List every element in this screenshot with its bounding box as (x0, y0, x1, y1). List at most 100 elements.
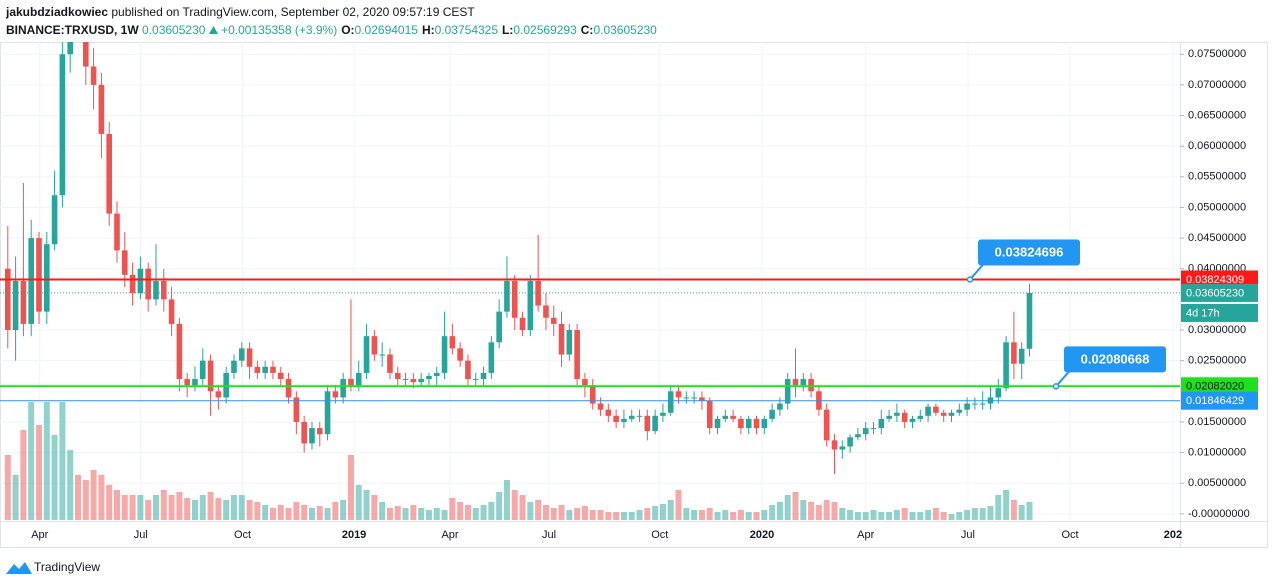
volume-bar (4, 455, 11, 520)
ohlc-label: H: (421, 23, 435, 37)
volume-bar (176, 492, 183, 520)
candle-body (745, 418, 752, 429)
candle-body (886, 415, 892, 419)
volume-bar (503, 480, 510, 520)
volume-bar (347, 455, 354, 520)
volume-bar (418, 508, 425, 520)
volume-bar (636, 510, 643, 520)
volume-bar (254, 502, 261, 520)
candle-body (964, 403, 970, 410)
volume-bar (223, 500, 230, 520)
volume-bar (675, 490, 682, 520)
volume-bar (753, 512, 760, 520)
candle-body (831, 440, 838, 450)
volume-bar (402, 508, 409, 520)
volume-bar (324, 508, 331, 520)
volume-bar (464, 505, 471, 520)
candle-body (51, 195, 58, 245)
volume-bar (847, 510, 854, 520)
candle-body (160, 281, 167, 300)
candle-body (792, 379, 799, 386)
volume-bar (870, 510, 877, 520)
candle-body (496, 311, 502, 343)
volume-bar (496, 492, 503, 520)
candle-body (223, 372, 229, 398)
candle-body (917, 415, 924, 419)
level-label-box (1181, 391, 1258, 410)
level-label: 0.01846429 (1186, 395, 1244, 407)
volume-bar (332, 502, 339, 520)
candle-body (20, 281, 27, 324)
y-tick-label: 0.07500000 (1188, 48, 1246, 60)
y-tick-label: 0.05500000 (1188, 171, 1246, 183)
volume-bar (82, 480, 89, 520)
pane-border (0, 42, 1268, 548)
candle-body (402, 379, 409, 381)
volume-bar (230, 495, 237, 520)
candle-body (433, 372, 440, 376)
candle-body (192, 379, 198, 386)
candle-body (43, 244, 50, 312)
up-icon (208, 26, 218, 34)
candle-body (418, 379, 424, 383)
volume-bar (683, 508, 690, 520)
candle-body (67, 42, 73, 55)
volume-bar (67, 450, 74, 520)
ohlc: O:0.02694015 H:0.03754325 L:0.02569293 C:0.… (337, 23, 657, 37)
candle-body (488, 342, 495, 373)
x-tick-label: Apr (857, 529, 874, 541)
volume-bar (43, 402, 50, 520)
volume-bar (410, 505, 417, 520)
candle-body (1011, 342, 1017, 364)
volume-bar (659, 504, 666, 520)
volume-bar (215, 498, 222, 520)
candle-body (480, 372, 487, 380)
volume-bar (12, 475, 19, 520)
volume-bar (909, 512, 916, 520)
volume-bar (831, 502, 838, 520)
volume-bar (784, 495, 791, 520)
candle-body (847, 437, 853, 447)
volume-bar (441, 510, 448, 520)
volume-bar (815, 505, 822, 520)
volume-bar (800, 500, 807, 520)
volume-bar (792, 492, 799, 520)
volume-bar (238, 495, 245, 520)
level-label: 0.03824309 (1186, 274, 1244, 286)
symbol: BINANCE:TRXUSD, 1W (6, 23, 139, 37)
candle-body (410, 379, 417, 383)
volume-bar (605, 512, 612, 520)
candle-body (199, 360, 206, 380)
candle-body (254, 366, 261, 373)
header-line: jakubdziadkowiec published on TradingVie… (6, 3, 657, 21)
volume-bar (1018, 505, 1025, 520)
level-label-box (1181, 377, 1258, 396)
candle-body (145, 268, 151, 300)
candle-body (878, 418, 885, 429)
volume-bar (207, 492, 214, 520)
candle-body (379, 354, 385, 356)
volume-bar (769, 505, 776, 520)
candle-body (387, 354, 393, 373)
volume-bar (667, 500, 674, 520)
candle-body (426, 375, 432, 380)
candle-body (168, 299, 175, 324)
volume-bar (722, 510, 729, 520)
x-tick-label: Apr (31, 529, 48, 541)
x-tick-label: Jul (961, 529, 975, 541)
candle-body (948, 412, 955, 416)
callout-box (978, 239, 1080, 266)
volume-bar (745, 512, 752, 520)
ohlc-label: O: (341, 23, 355, 37)
callout-pointer (969, 262, 985, 281)
y-tick-label: 0.01500000 (1188, 416, 1246, 428)
candle-body (28, 238, 34, 324)
candle-body (667, 391, 674, 413)
y-tick-label: 0.06000000 (1188, 140, 1246, 152)
candle-body (36, 238, 42, 312)
volume-bar (59, 402, 66, 520)
volume-bar (971, 508, 978, 520)
volume-bar (862, 512, 869, 520)
